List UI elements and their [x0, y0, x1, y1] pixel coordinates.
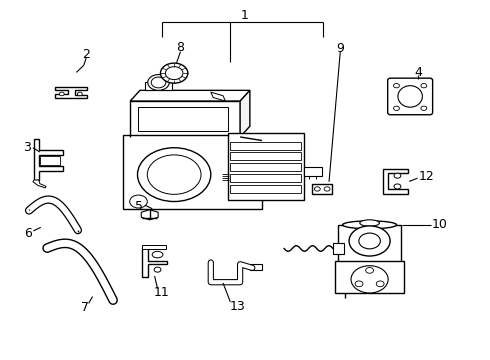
Text: 13: 13 [230, 300, 245, 313]
Polygon shape [211, 92, 225, 101]
Text: 10: 10 [432, 218, 448, 231]
Text: 4: 4 [415, 66, 422, 79]
Circle shape [349, 226, 390, 256]
Bar [230, 185, 301, 193]
Ellipse shape [152, 251, 163, 258]
Polygon shape [33, 180, 46, 188]
Bar [145, 82, 172, 90]
Bar [338, 225, 401, 262]
Ellipse shape [343, 221, 396, 229]
Bar [230, 174, 301, 182]
Polygon shape [143, 248, 167, 277]
Circle shape [351, 266, 388, 293]
Circle shape [324, 187, 330, 191]
Bar [230, 152, 301, 160]
Bar [123, 135, 262, 209]
Circle shape [359, 233, 380, 249]
Circle shape [138, 148, 211, 202]
Bar [250, 264, 262, 270]
Text: 2: 2 [82, 48, 90, 61]
Text: 3: 3 [23, 141, 30, 154]
Bar [333, 243, 343, 253]
Circle shape [148, 75, 169, 90]
Circle shape [376, 281, 384, 287]
Bar [335, 261, 404, 293]
Circle shape [421, 84, 427, 88]
Circle shape [394, 173, 401, 178]
Text: 12: 12 [418, 170, 434, 183]
Circle shape [366, 267, 373, 273]
Polygon shape [383, 168, 408, 194]
Text: 6: 6 [24, 226, 31, 239]
Circle shape [394, 184, 401, 189]
Polygon shape [240, 90, 250, 137]
Polygon shape [34, 139, 63, 180]
Circle shape [147, 155, 201, 194]
Bar [143, 244, 166, 249]
Text: 7: 7 [81, 301, 89, 314]
FancyBboxPatch shape [388, 78, 433, 115]
Text: 5: 5 [135, 201, 143, 213]
Bar [304, 167, 322, 176]
Circle shape [421, 106, 427, 111]
Circle shape [315, 187, 320, 191]
Bar [230, 163, 301, 171]
Circle shape [154, 267, 161, 272]
Bar [40, 156, 60, 165]
Bar [130, 101, 240, 137]
Circle shape [160, 63, 188, 83]
Circle shape [393, 106, 399, 111]
Bar [138, 107, 228, 131]
Bar [230, 141, 301, 149]
Ellipse shape [360, 220, 379, 226]
Circle shape [355, 281, 363, 287]
Polygon shape [55, 87, 87, 98]
Text: 9: 9 [336, 41, 344, 54]
Circle shape [393, 84, 399, 88]
Polygon shape [130, 90, 250, 101]
Circle shape [151, 77, 166, 88]
Text: 11: 11 [154, 287, 170, 300]
Circle shape [77, 92, 82, 96]
Ellipse shape [398, 86, 422, 107]
Text: 1: 1 [241, 9, 249, 22]
Circle shape [130, 195, 147, 208]
Polygon shape [141, 210, 158, 220]
Circle shape [59, 92, 64, 96]
Bar [313, 184, 332, 194]
Bar [228, 134, 304, 200]
Circle shape [165, 67, 183, 80]
Text: 8: 8 [176, 41, 185, 54]
